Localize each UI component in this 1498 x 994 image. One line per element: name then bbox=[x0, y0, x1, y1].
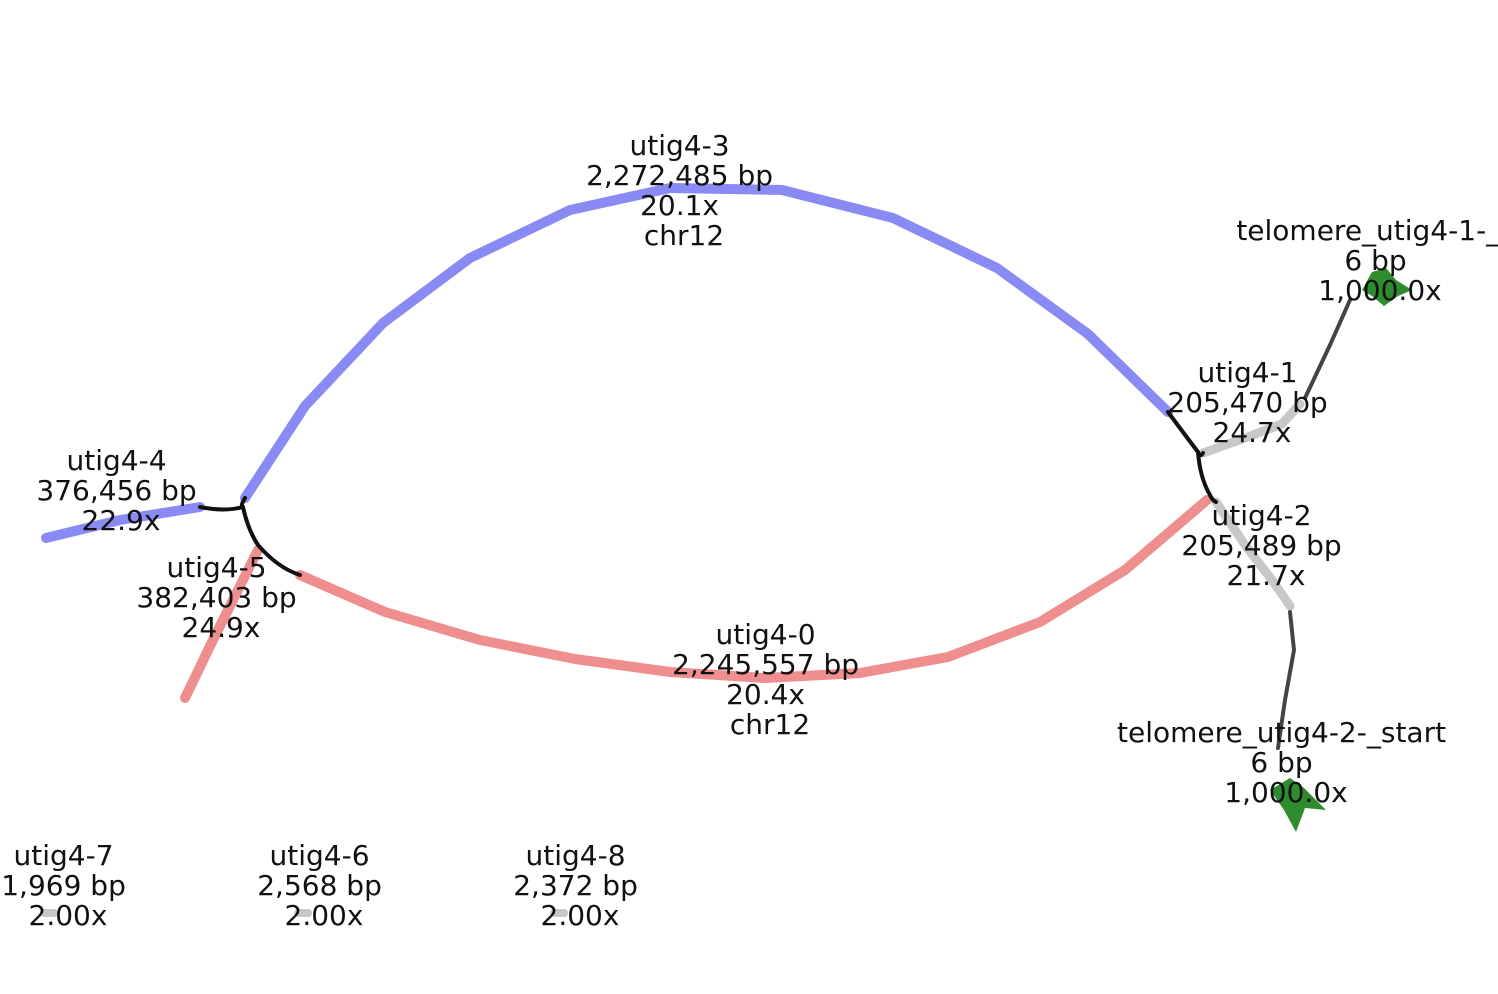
segments bbox=[40, 183, 1352, 917]
label-utig4-1: utig4-1 205,470 bp 24.7x bbox=[1167, 356, 1336, 449]
label-utig4-5: utig4-5 382,403 bp 24.9x bbox=[136, 551, 305, 644]
label-utig4-3: utig4-3 2,272,485 bp 20.1x chr12 bbox=[586, 129, 782, 252]
node-labels: utig4-3 2,272,485 bp 20.1x chr12 telomer… bbox=[1, 129, 1498, 932]
label-utig4-6: utig4-6 2,568 bp 2.00x bbox=[257, 839, 391, 932]
telomere-utig4-2-glyph[interactable] bbox=[1270, 778, 1326, 832]
segment-utig4-1[interactable] bbox=[1198, 399, 1305, 458]
label-utig4-2: utig4-2 205,489 bp 21.7x bbox=[1181, 499, 1350, 592]
link-utig4-1-telomere bbox=[1303, 298, 1352, 400]
segment-utig4-3[interactable] bbox=[240, 183, 1173, 503]
segment-utig4-4[interactable] bbox=[41, 502, 205, 543]
link-utig4-2-telomere bbox=[1276, 610, 1296, 750]
label-utig4-8: utig4-8 2,372 bp 2.00x bbox=[513, 839, 647, 932]
junction-left bbox=[198, 496, 302, 577]
label-utig4-4: utig4-4 376,456 bp 22.9x bbox=[36, 444, 205, 537]
segment-utig4-0[interactable] bbox=[295, 495, 1212, 683]
telomere-utig4-1-glyph[interactable] bbox=[1362, 268, 1412, 306]
junction-right bbox=[1166, 410, 1218, 504]
segment-utig4-2[interactable] bbox=[1211, 497, 1295, 611]
label-utig4-7: utig4-7 1,969 bp 2.00x bbox=[1, 839, 135, 932]
segment-utig4-5[interactable] bbox=[180, 545, 263, 703]
label-telomere-utig4-2: telomere_utig4-2-_start 6 bp 1,000.0x bbox=[1117, 716, 1455, 809]
label-telomere-utig4-1: telomere_utig4-1-_s 6 bp 1,000.0x bbox=[1236, 214, 1498, 307]
label-utig4-0: utig4-0 2,245,557 bp 20.4x chr12 bbox=[672, 618, 868, 741]
